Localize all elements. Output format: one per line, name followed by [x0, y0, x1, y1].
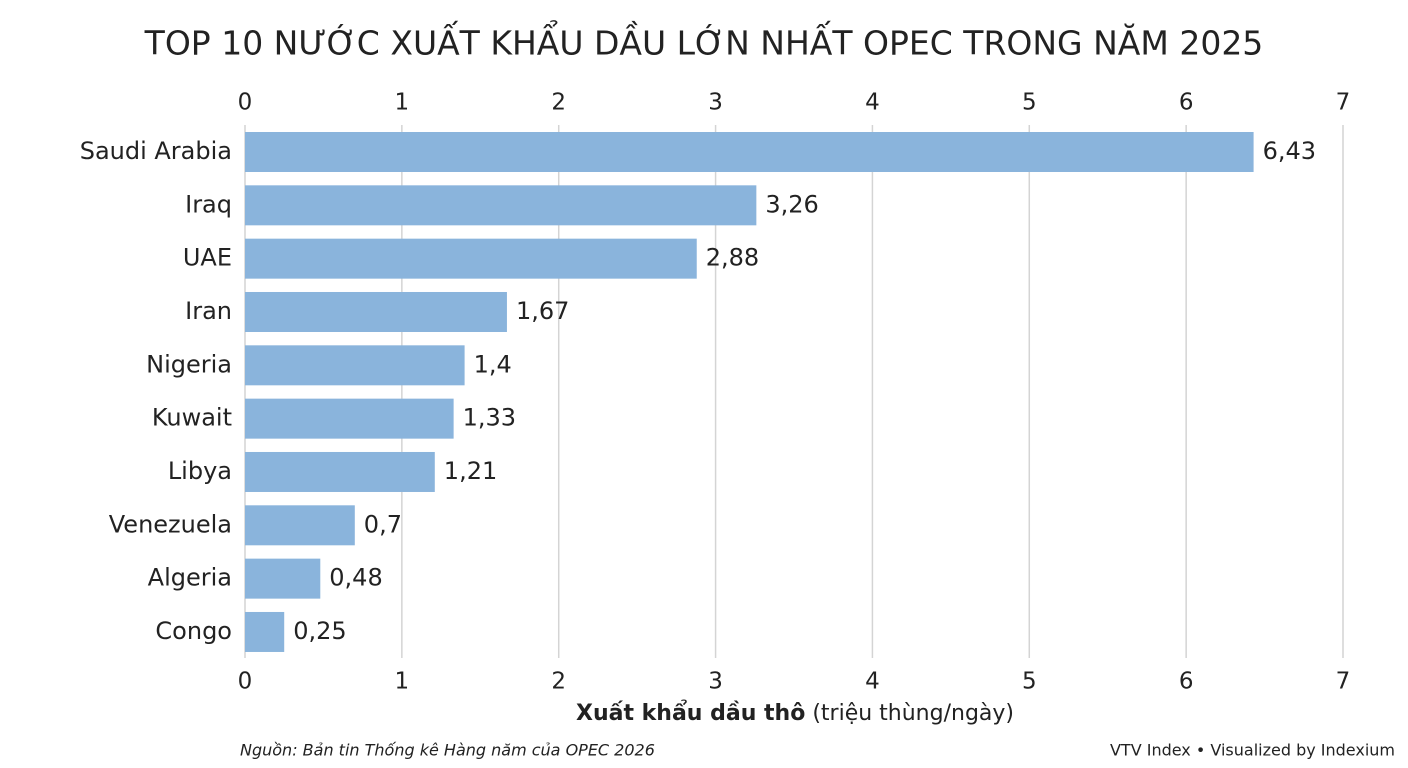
bar: [245, 611, 285, 652]
x-tick-label: 0: [238, 669, 253, 695]
value-label: 0,25: [293, 617, 346, 645]
x-tick-label: 5: [1022, 669, 1037, 695]
bar: [245, 558, 321, 599]
y-tick-label: Congo: [155, 617, 232, 645]
x-axis-unit: (triệu thùng/ngày): [812, 701, 1014, 726]
value-label: 2,88: [706, 244, 759, 272]
value-label: 1,4: [474, 350, 512, 378]
y-tick-label: Libya: [168, 457, 232, 485]
bar: [245, 451, 435, 492]
x-tick-label-top: 6: [1179, 90, 1194, 116]
x-tick-label: 6: [1179, 669, 1194, 695]
y-tick-label: Iran: [185, 297, 232, 325]
value-label: 3,26: [765, 190, 818, 218]
bar: [245, 132, 1254, 172]
bar: [245, 185, 757, 226]
x-tick-label-top: 1: [395, 90, 410, 116]
x-tick-label-top: 5: [1022, 90, 1037, 116]
x-tick-label: 7: [1336, 669, 1351, 695]
bar: [245, 291, 507, 332]
y-tick-label: Kuwait: [152, 404, 232, 432]
value-label: 6,43: [1263, 137, 1316, 165]
y-tick-label: Saudi Arabia: [80, 137, 232, 165]
bar: [245, 345, 465, 386]
y-tick-label: Iraq: [185, 190, 232, 218]
x-tick-label-top: 4: [865, 90, 880, 116]
bar: [245, 398, 454, 439]
y-tick-label: Venezuela: [109, 510, 232, 538]
chart-title: TOP 10 NƯỚC XUẤT KHẨU DẦU LỚN NHẤT OPEC …: [144, 19, 1264, 63]
value-label: 1,67: [516, 297, 569, 325]
y-tick-label: Algeria: [148, 564, 232, 592]
value-label: 1,21: [444, 457, 497, 485]
value-label: 0,7: [364, 510, 402, 538]
source-note: Nguồn: Bản tin Thống kê Hàng năm của OPE…: [240, 741, 655, 760]
x-tick-label-top: 3: [708, 90, 723, 116]
x-tick-label: 3: [708, 669, 723, 695]
value-label: 0,48: [329, 564, 382, 592]
credit: VTV Index • Visualized by Indexium: [1110, 741, 1395, 760]
bar: [245, 238, 697, 279]
x-tick-label-top: 0: [238, 90, 253, 116]
bar: [245, 505, 355, 546]
y-tick-label: UAE: [183, 244, 232, 272]
x-axis-title: Xuất khẩu dầu thô: [576, 700, 805, 726]
value-label: 1,33: [463, 404, 516, 432]
x-tick-label-top: 7: [1336, 90, 1351, 116]
x-tick-label: 4: [865, 669, 880, 695]
x-axis-label: Xuất khẩu dầu thô (triệu thùng/ngày): [576, 700, 1014, 726]
x-tick-label: 2: [551, 669, 566, 695]
x-tick-label-top: 2: [551, 90, 566, 116]
x-tick-label: 1: [395, 669, 410, 695]
y-tick-label: Nigeria: [146, 350, 232, 378]
